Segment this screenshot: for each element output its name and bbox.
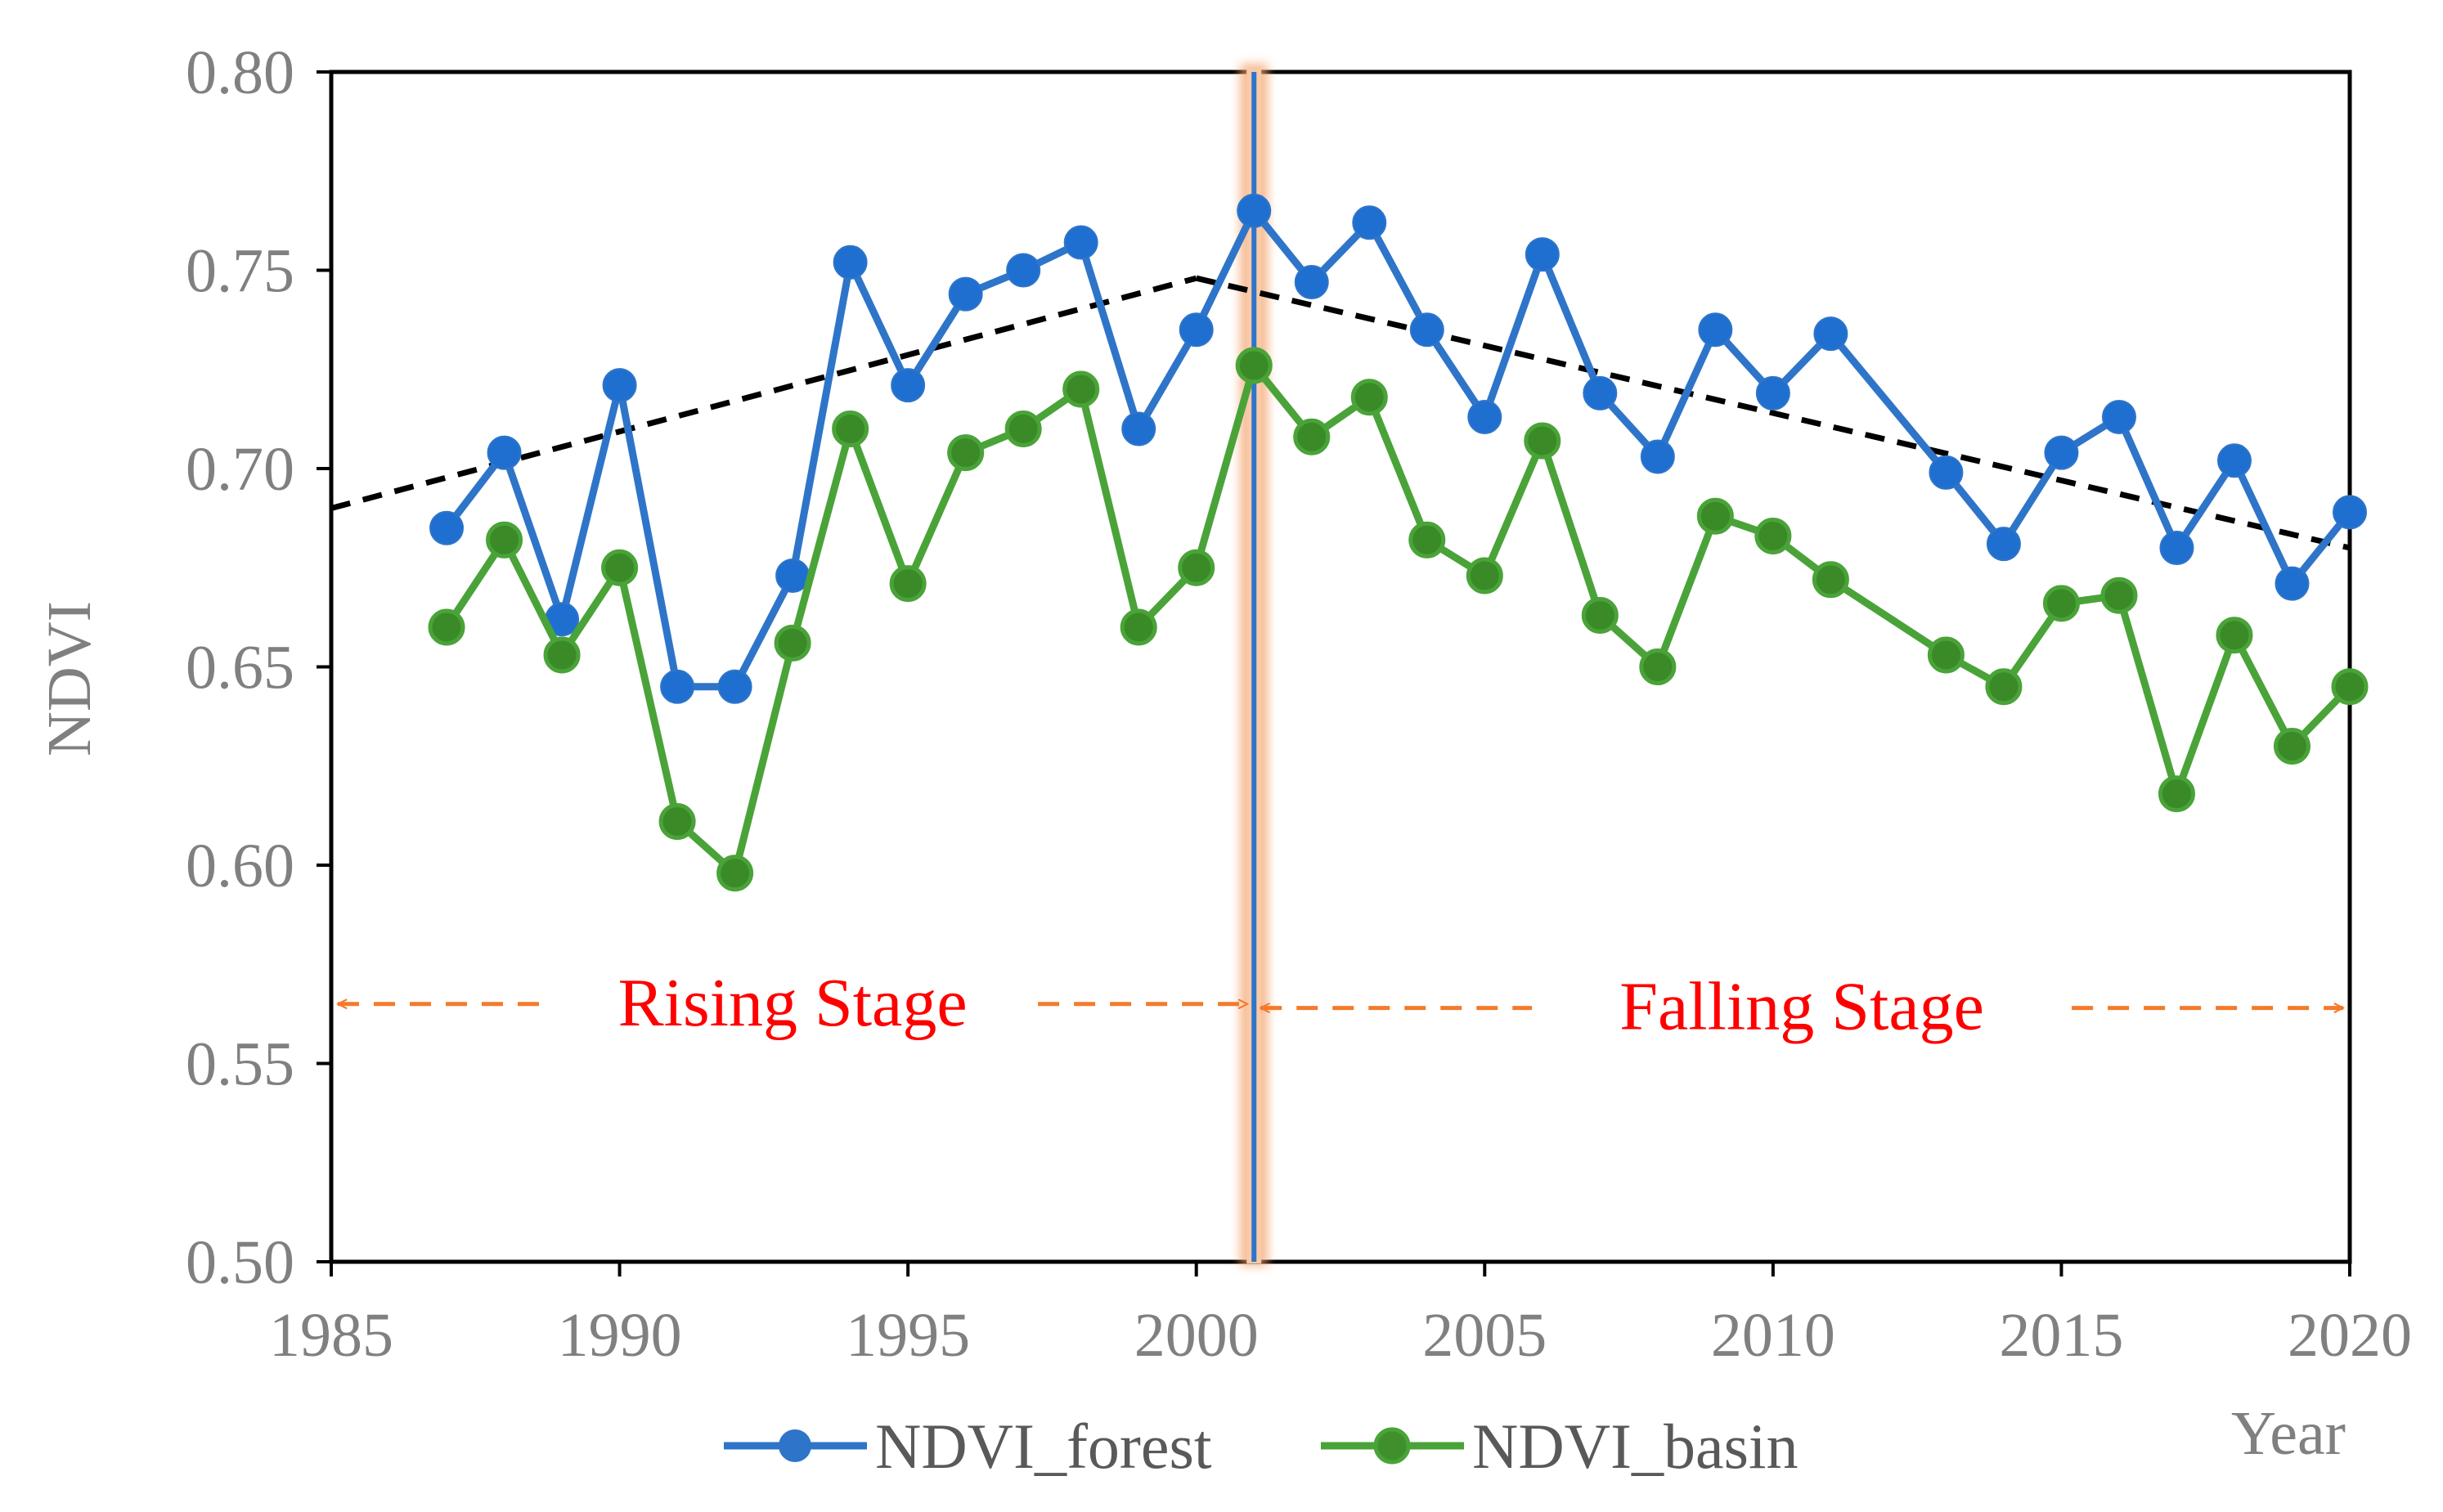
x-tick-label: 2020 bbox=[2288, 1301, 2412, 1370]
data-point-forest bbox=[1755, 375, 1790, 411]
x-axis-title: Year bbox=[2231, 1399, 2346, 1468]
data-point-forest bbox=[1179, 312, 1214, 348]
data-point-forest bbox=[2044, 435, 2079, 470]
data-point-basin bbox=[1293, 418, 1331, 455]
stage-label-falling: Falling Stage bbox=[1619, 969, 1984, 1045]
x-tick-label: 1985 bbox=[269, 1301, 393, 1370]
data-point-basin bbox=[486, 521, 523, 559]
data-point-basin bbox=[1812, 561, 1849, 599]
legend-label-basin: NDVI_basin bbox=[1472, 1411, 1799, 1482]
data-point-basin bbox=[1639, 648, 1677, 685]
data-point-forest bbox=[833, 245, 868, 280]
legend: NDVI_forest NDVI_basin bbox=[724, 1411, 1799, 1482]
data-point-forest bbox=[1813, 316, 1848, 352]
data-point-basin bbox=[1927, 636, 1965, 674]
x-tick-label: 1995 bbox=[846, 1301, 970, 1370]
x-tick-label: 2005 bbox=[1422, 1301, 1547, 1370]
data-point-forest bbox=[660, 669, 695, 704]
data-point-basin bbox=[2273, 728, 2311, 765]
data-point-basin bbox=[1985, 668, 2023, 706]
data-point-forest bbox=[1063, 225, 1098, 260]
data-point-forest bbox=[1121, 411, 1156, 446]
data-point-basin bbox=[889, 565, 927, 603]
data-point-basin bbox=[2100, 577, 2138, 614]
data-point-forest bbox=[1640, 439, 1675, 474]
y-tick-label: 0.50 bbox=[186, 1228, 294, 1297]
data-point-basin bbox=[1062, 370, 1100, 408]
data-point-basin bbox=[601, 549, 639, 586]
data-point-basin bbox=[774, 624, 811, 662]
data-point-forest bbox=[2101, 399, 2136, 434]
data-point-basin bbox=[543, 636, 581, 674]
y-tick-label: 0.55 bbox=[186, 1030, 294, 1099]
data-point-forest bbox=[1409, 312, 1444, 348]
y-axis-title: NDVI bbox=[35, 601, 104, 756]
trend-line-rising bbox=[330, 275, 1197, 511]
plot-area: Rising Stage Falling Stage bbox=[329, 64, 2369, 1266]
data-point-basin bbox=[1581, 596, 1619, 634]
data-point-basin bbox=[1408, 521, 1446, 559]
legend-swatch-forest-marker bbox=[779, 1429, 811, 1462]
data-point-forest bbox=[717, 669, 752, 704]
y-tick-label: 0.60 bbox=[186, 832, 294, 900]
data-point-basin bbox=[1350, 379, 1388, 416]
data-point-basin bbox=[1754, 517, 1792, 554]
data-point-forest bbox=[1467, 399, 1502, 434]
y-axis-ticks: 0.50 0.55 0.60 0.65 0.70 0.75 0.80 bbox=[186, 38, 331, 1297]
data-point-forest bbox=[891, 368, 926, 403]
y-tick-label: 0.80 bbox=[186, 38, 294, 107]
data-point-forest bbox=[2159, 531, 2194, 565]
data-point-basin bbox=[1696, 497, 1734, 535]
legend-item-basin: NDVI_basin bbox=[1321, 1411, 1799, 1482]
x-tick-label: 1990 bbox=[558, 1301, 682, 1370]
data-point-basin bbox=[1524, 422, 1561, 460]
data-point-basin bbox=[1178, 549, 1215, 586]
stage-label-rising: Rising Stage bbox=[618, 965, 968, 1041]
legend-item-forest: NDVI_forest bbox=[724, 1411, 1212, 1482]
x-axis-ticks: 1985 1990 1995 2000 2005 2010 2015 2020 bbox=[269, 1262, 2412, 1370]
data-point-basin bbox=[1466, 557, 1503, 594]
data-point-basin bbox=[1235, 347, 1273, 384]
data-point-forest bbox=[1294, 265, 1329, 300]
data-point-forest bbox=[1237, 193, 1272, 228]
data-point-forest bbox=[1006, 253, 1041, 288]
legend-label-forest: NDVI_forest bbox=[875, 1411, 1212, 1482]
data-point-forest bbox=[1929, 455, 1964, 490]
data-point-basin bbox=[2216, 617, 2253, 654]
data-point-forest bbox=[948, 276, 983, 312]
data-point-basin bbox=[2042, 585, 2080, 622]
x-tick-label: 2015 bbox=[1999, 1301, 2123, 1370]
data-point-basin bbox=[428, 608, 465, 646]
data-point-basin bbox=[658, 803, 696, 841]
data-point-basin bbox=[947, 434, 985, 472]
data-point-forest bbox=[2275, 566, 2310, 601]
y-tick-label: 0.70 bbox=[186, 435, 294, 504]
data-point-basin bbox=[716, 855, 754, 892]
data-point-basin bbox=[1120, 608, 1157, 646]
data-point-basin bbox=[2158, 775, 2195, 813]
data-point-basin bbox=[2331, 668, 2369, 706]
data-point-forest bbox=[602, 368, 637, 403]
data-point-forest bbox=[1525, 237, 1560, 272]
x-tick-label: 2000 bbox=[1134, 1301, 1259, 1370]
data-point-forest bbox=[487, 435, 522, 470]
data-point-basin bbox=[832, 411, 869, 447]
data-point-basin bbox=[1004, 411, 1042, 447]
data-point-forest bbox=[1352, 205, 1387, 240]
data-point-forest bbox=[2333, 495, 2367, 530]
x-tick-label: 2010 bbox=[1711, 1301, 1835, 1370]
data-point-forest bbox=[1698, 312, 1733, 348]
data-point-forest bbox=[2216, 443, 2252, 478]
data-point-forest bbox=[1583, 375, 1618, 411]
data-point-forest bbox=[1986, 527, 2021, 562]
data-point-forest bbox=[429, 510, 465, 545]
y-tick-label: 0.75 bbox=[186, 237, 294, 306]
y-tick-label: 0.65 bbox=[186, 634, 294, 702]
legend-swatch-basin-marker bbox=[1373, 1427, 1411, 1465]
